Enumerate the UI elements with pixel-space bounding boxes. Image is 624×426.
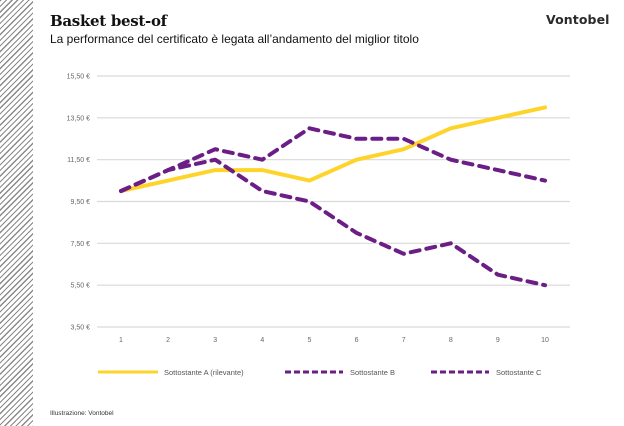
y-tick-label: 9,50 € bbox=[71, 199, 91, 206]
x-tick-label: 8 bbox=[449, 337, 453, 344]
legend-label: Sottostante A (rilevante) bbox=[164, 368, 244, 377]
decorative-hatch-stripe bbox=[0, 0, 33, 426]
y-tick-label: 11,50 € bbox=[67, 157, 90, 164]
x-tick-label: 2 bbox=[166, 337, 170, 344]
chart-title: Basket best-of bbox=[50, 12, 167, 30]
legend-label: Sottostante B bbox=[350, 368, 395, 377]
gridlines bbox=[97, 75, 570, 328]
series-lines bbox=[119, 105, 547, 288]
x-tick-label: 1 bbox=[119, 337, 123, 344]
x-tick-label: 6 bbox=[355, 337, 359, 344]
x-tick-label: 7 bbox=[402, 337, 406, 344]
y-tick-label: 3,50 € bbox=[71, 325, 91, 332]
y-tick-label: 15,50 € bbox=[67, 74, 90, 81]
y-tick-label: 5,50 € bbox=[71, 283, 91, 290]
x-tick-label: 10 bbox=[541, 337, 549, 344]
legend: Sottostante A (rilevante) Sottostante B So… bbox=[98, 368, 542, 377]
y-tick-label: 7,50 € bbox=[71, 241, 91, 248]
vontobel-logo: Vontobel bbox=[546, 12, 610, 27]
x-tick-label: 5 bbox=[307, 337, 311, 344]
source-note: Illustrazione: Vontobel bbox=[50, 410, 114, 417]
y-tick-label: 13,50 € bbox=[67, 115, 90, 122]
series-line-b bbox=[119, 126, 547, 193]
series-line-a bbox=[119, 105, 547, 193]
x-tick-label: 4 bbox=[260, 337, 264, 344]
series-line-c bbox=[119, 157, 547, 288]
chart-subtitle: La performance del certificato è legata … bbox=[50, 32, 419, 46]
x-axis-ticks: 1 2 3 4 5 6 7 8 9 10 bbox=[119, 337, 549, 344]
legend-label: Sottostante C bbox=[496, 368, 542, 377]
x-tick-label: 3 bbox=[213, 337, 217, 344]
x-tick-label: 9 bbox=[496, 337, 500, 344]
y-axis-ticks: 3,50 € 5,50 € 7,50 € 9,50 € 11,50 € 13,50 € 15… bbox=[67, 74, 90, 332]
